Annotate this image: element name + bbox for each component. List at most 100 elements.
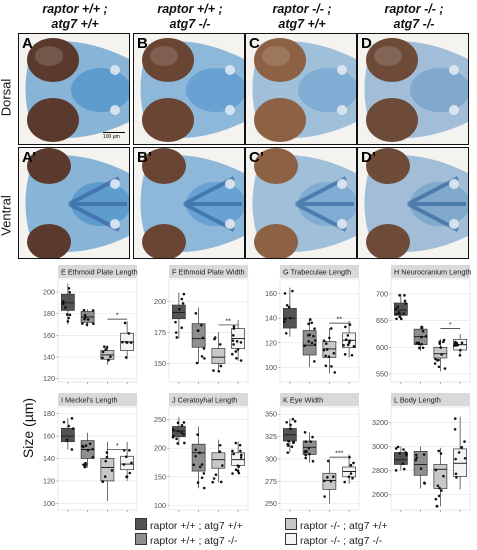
data-point — [103, 345, 106, 348]
data-point — [349, 472, 353, 475]
box — [172, 304, 186, 320]
data-point — [232, 325, 236, 328]
facet-title: G Trabeculae Length — [283, 268, 351, 277]
data-point — [212, 477, 216, 480]
data-point — [290, 445, 294, 449]
y-tick-label: 180 — [43, 309, 55, 318]
data-point — [122, 463, 126, 466]
data-point — [307, 322, 310, 326]
specimen-drawing — [358, 148, 468, 258]
data-point — [304, 456, 308, 460]
data-point — [127, 332, 131, 335]
y-tick-label: 160 — [43, 432, 55, 441]
eye-top — [27, 148, 71, 184]
data-point — [402, 467, 406, 471]
data-point — [182, 432, 185, 436]
data-point — [348, 323, 352, 326]
data-point — [398, 293, 401, 297]
chart-j: J Ceratoyhal Length 100 150 200 250 — [154, 393, 249, 512]
data-point — [217, 369, 221, 373]
specimen-photo: D — [357, 33, 469, 145]
data-point — [84, 444, 88, 447]
eye-top — [254, 148, 298, 184]
data-point — [402, 312, 405, 315]
data-point — [82, 463, 85, 466]
box — [211, 452, 226, 469]
facet-strip — [169, 393, 248, 406]
data-point — [436, 484, 440, 488]
data-point — [88, 442, 92, 446]
data-point — [453, 417, 457, 420]
data-point — [178, 307, 181, 311]
data-point — [398, 315, 402, 319]
y-tick-label: 200 — [43, 288, 55, 297]
data-point — [328, 336, 331, 340]
data-point — [104, 348, 107, 351]
facet-title: F Ethmoid Plate Width — [172, 268, 245, 277]
data-point — [394, 447, 398, 450]
legend-label: raptor -/- ; atg7 -/- — [300, 535, 383, 547]
eye-top — [142, 38, 194, 82]
data-point — [194, 448, 197, 452]
data-point — [397, 311, 401, 314]
y-tick-label: 100 — [265, 363, 277, 372]
y-tick-label: 550 — [376, 369, 388, 378]
data-point — [438, 486, 441, 490]
data-point — [182, 292, 186, 296]
data-point — [454, 457, 457, 461]
data-point — [130, 461, 133, 465]
data-point — [172, 434, 175, 438]
significance-label: *** — [335, 451, 343, 458]
y-tick-label: 700 — [376, 289, 388, 298]
data-point — [182, 421, 186, 424]
y-tick-label: 140 — [43, 454, 55, 463]
data-point — [460, 446, 464, 449]
data-point — [239, 449, 242, 453]
eye-top — [27, 38, 79, 82]
group-title-line2: atg7 +/+ — [278, 17, 326, 31]
group-title-4: raptor -/- ; atg7 -/- — [357, 2, 471, 32]
significance-label: * — [449, 322, 452, 329]
data-point — [192, 463, 196, 467]
data-point — [415, 456, 418, 460]
data-point — [313, 360, 316, 363]
eye-highlight — [262, 46, 290, 66]
otic-vesicle — [337, 65, 347, 75]
otic-vesicle — [110, 219, 120, 229]
data-point — [312, 334, 315, 338]
data-point — [171, 428, 175, 431]
data-point — [240, 453, 243, 457]
data-point — [329, 327, 333, 330]
data-point — [404, 302, 407, 305]
data-point — [84, 463, 88, 466]
specimen-drawing — [358, 34, 468, 144]
box — [191, 323, 206, 348]
eye-bottom — [142, 224, 186, 258]
data-point — [214, 473, 218, 476]
data-point — [454, 472, 458, 476]
data-point — [324, 342, 328, 345]
data-point — [128, 471, 132, 475]
facet-title: I Meckel's Length — [61, 396, 118, 405]
legend-item: raptor -/- ; atg7 +/+ — [285, 518, 388, 532]
specimen-photo: A’ — [18, 147, 130, 259]
y-tick-label: 150 — [154, 472, 166, 481]
data-point — [91, 455, 95, 459]
otic-vesicle — [449, 105, 459, 115]
data-point — [82, 308, 86, 312]
data-point — [420, 325, 424, 329]
y-tick-label: 250 — [265, 499, 277, 508]
data-point — [287, 439, 290, 443]
data-point — [175, 437, 178, 441]
eye-bottom — [254, 98, 306, 142]
data-point — [110, 469, 114, 472]
y-tick-label: 325 — [265, 432, 277, 441]
data-point — [91, 309, 95, 312]
data-point — [434, 497, 438, 501]
y-tick-label: 140 — [265, 314, 277, 323]
data-point — [332, 475, 335, 479]
data-point — [83, 313, 87, 317]
data-point — [348, 339, 352, 342]
data-point — [405, 453, 408, 457]
box — [100, 458, 115, 482]
